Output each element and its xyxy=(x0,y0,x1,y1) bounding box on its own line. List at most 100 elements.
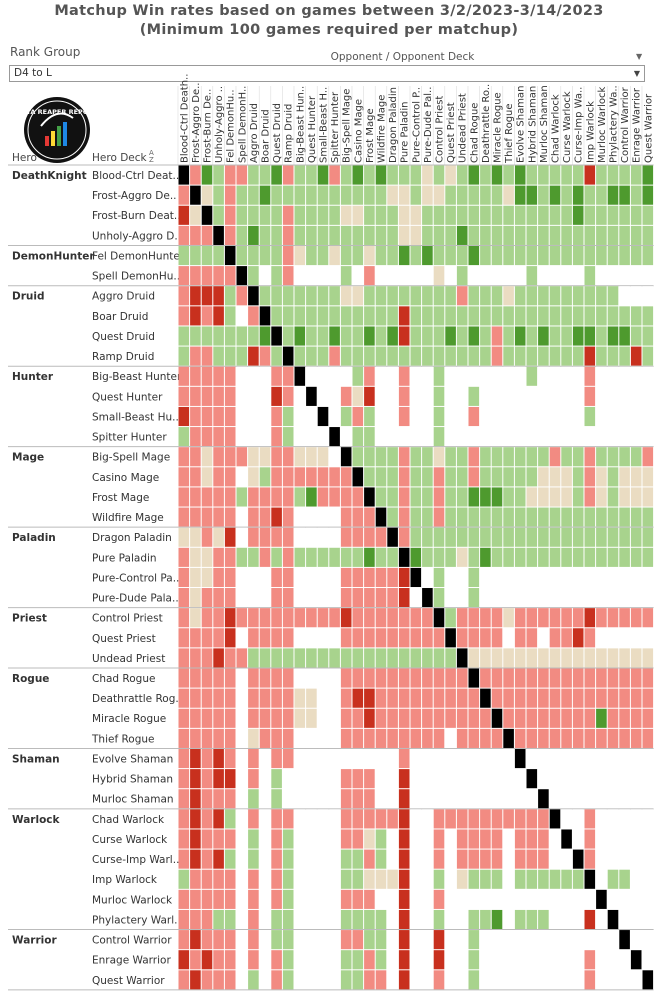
heatmap-cell[interactable] xyxy=(352,245,364,266)
heatmap-cell[interactable] xyxy=(561,366,572,386)
heatmap-cell[interactable] xyxy=(236,185,248,205)
heatmap-cell[interactable] xyxy=(352,909,364,930)
heatmap-cell[interactable] xyxy=(619,165,630,185)
heatmap-cell[interactable] xyxy=(596,487,607,507)
heatmap-cell[interactable] xyxy=(619,447,630,467)
heatmap-cell[interactable] xyxy=(190,427,201,447)
heatmap-cell[interactable] xyxy=(619,266,630,286)
heatmap-cell[interactable] xyxy=(433,487,445,507)
heatmap-cell[interactable] xyxy=(596,688,607,708)
heatmap-cell[interactable] xyxy=(630,567,642,588)
heatmap-cell[interactable] xyxy=(248,769,259,789)
heatmap-cell[interactable] xyxy=(190,970,201,990)
heatmap-cell[interactable] xyxy=(271,950,282,970)
heatmap-cell[interactable] xyxy=(445,829,456,849)
heatmap-cell[interactable] xyxy=(584,889,596,909)
heatmap-cell[interactable] xyxy=(340,829,352,849)
heatmap-cell[interactable] xyxy=(282,326,294,346)
heatmap-cell[interactable] xyxy=(375,769,387,789)
heatmap-cell[interactable] xyxy=(503,889,514,909)
heatmap-cell[interactable] xyxy=(642,608,654,628)
heatmap-cell[interactable] xyxy=(619,487,630,507)
heatmap-cell[interactable] xyxy=(503,286,514,306)
heatmap-cell[interactable] xyxy=(340,286,352,306)
heatmap-cell[interactable] xyxy=(190,708,201,728)
heatmap-cell[interactable] xyxy=(456,608,468,628)
heatmap-cell[interactable] xyxy=(178,225,190,245)
heatmap-cell[interactable] xyxy=(282,930,294,950)
heatmap-cell[interactable] xyxy=(387,266,398,286)
heatmap-cell[interactable] xyxy=(317,688,329,708)
heatmap-cell[interactable] xyxy=(584,708,596,728)
heatmap-cell[interactable] xyxy=(503,467,514,487)
heatmap-cell[interactable] xyxy=(538,950,549,970)
heatmap-cell[interactable] xyxy=(190,950,201,970)
heatmap-cell[interactable] xyxy=(642,507,654,527)
heatmap-cell[interactable] xyxy=(190,668,201,688)
heatmap-cell[interactable] xyxy=(422,406,433,427)
heatmap-cell[interactable] xyxy=(364,809,375,829)
heatmap-cell[interactable] xyxy=(642,406,654,427)
heatmap-cell[interactable] xyxy=(375,849,387,869)
heatmap-cell[interactable] xyxy=(642,708,654,728)
heatmap-cell[interactable] xyxy=(526,326,538,346)
heatmap-cell[interactable] xyxy=(236,728,248,748)
heatmap-cell[interactable] xyxy=(398,869,410,889)
heatmap-cell[interactable] xyxy=(480,889,491,909)
heatmap-cell[interactable] xyxy=(375,829,387,849)
heatmap-cell[interactable] xyxy=(352,386,364,406)
heatmap-cell[interactable] xyxy=(596,567,607,588)
heatmap-cell[interactable] xyxy=(329,930,340,950)
heatmap-cell[interactable] xyxy=(422,547,433,567)
heatmap-cell[interactable] xyxy=(561,829,572,849)
heatmap-cell[interactable] xyxy=(514,386,526,406)
heatmap-cell[interactable] xyxy=(468,930,480,950)
heatmap-cell[interactable] xyxy=(596,588,607,608)
heatmap-cell[interactable] xyxy=(190,165,201,185)
heatmap-cell[interactable] xyxy=(584,306,596,326)
heatmap-cell[interactable] xyxy=(584,829,596,849)
heatmap-cell[interactable] xyxy=(201,909,213,930)
heatmap-cell[interactable] xyxy=(259,648,271,668)
heatmap-cell[interactable] xyxy=(468,668,480,688)
heatmap-cell[interactable] xyxy=(306,346,317,366)
heatmap-cell[interactable] xyxy=(433,507,445,527)
heatmap-cell[interactable] xyxy=(259,789,271,809)
heatmap-cell[interactable] xyxy=(630,346,642,366)
heatmap-cell[interactable] xyxy=(607,608,619,628)
heatmap-cell[interactable] xyxy=(445,869,456,889)
heatmap-cell[interactable] xyxy=(410,869,422,889)
heatmap-cell[interactable] xyxy=(480,286,491,306)
heatmap-cell[interactable] xyxy=(201,930,213,950)
heatmap-cell[interactable] xyxy=(480,406,491,427)
heatmap-cell[interactable] xyxy=(526,889,538,909)
heatmap-cell[interactable] xyxy=(607,245,619,266)
heatmap-cell[interactable] xyxy=(375,930,387,950)
heatmap-cell[interactable] xyxy=(236,165,248,185)
heatmap-cell[interactable] xyxy=(584,547,596,567)
heatmap-cell[interactable] xyxy=(248,930,259,950)
heatmap-cell[interactable] xyxy=(306,588,317,608)
heatmap-cell[interactable] xyxy=(178,889,190,909)
heatmap-cell[interactable] xyxy=(538,447,549,467)
heatmap-cell[interactable] xyxy=(607,527,619,547)
heatmap-cell[interactable] xyxy=(619,245,630,266)
heatmap-cell[interactable] xyxy=(491,366,503,386)
heatmap-cell[interactable] xyxy=(561,427,572,447)
heatmap-cell[interactable] xyxy=(236,487,248,507)
heatmap-cell[interactable] xyxy=(259,588,271,608)
heatmap-cell[interactable] xyxy=(491,427,503,447)
heatmap-cell[interactable] xyxy=(364,326,375,346)
heatmap-cell[interactable] xyxy=(282,869,294,889)
heatmap-cell[interactable] xyxy=(630,889,642,909)
heatmap-cell[interactable] xyxy=(445,769,456,789)
heatmap-cell[interactable] xyxy=(364,346,375,366)
heatmap-cell[interactable] xyxy=(317,467,329,487)
heatmap-cell[interactable] xyxy=(398,386,410,406)
heatmap-cell[interactable] xyxy=(538,266,549,286)
heatmap-cell[interactable] xyxy=(340,869,352,889)
heatmap-cell[interactable] xyxy=(422,950,433,970)
heatmap-cell[interactable] xyxy=(201,950,213,970)
heatmap-cell[interactable] xyxy=(514,909,526,930)
heatmap-cell[interactable] xyxy=(503,225,514,245)
